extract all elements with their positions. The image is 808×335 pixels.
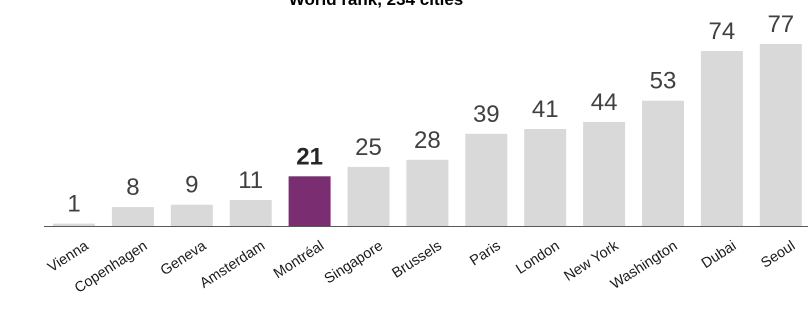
value-label-seoul: 77: [767, 11, 794, 38]
value-label-washington: 53: [650, 68, 677, 95]
bar-washington: [642, 100, 684, 226]
tick-label-dubai: Dubai: [699, 238, 739, 272]
bar-seoul: [759, 43, 802, 227]
bars-group: [53, 43, 802, 227]
value-labels-group: 1 8 9 11 21 25 28 39 41 44 53 74 77: [67, 11, 794, 218]
bar-paris: [465, 133, 508, 226]
value-label-paris: 39: [473, 101, 500, 128]
value-label-copenhagen: 8: [126, 174, 139, 201]
value-label-singapore: 25: [355, 134, 382, 161]
tick-label-singapore: Singapore: [322, 238, 386, 287]
tick-label-london: London: [513, 238, 562, 278]
tick-label-vienna: Vienna: [45, 237, 92, 275]
value-label-vienna: 1: [67, 191, 80, 218]
value-label-london: 41: [532, 96, 559, 123]
bar-dubai: [700, 51, 743, 226]
bar-vienna: [53, 223, 95, 226]
tick-label-montreal: Montréal: [271, 238, 327, 282]
bar-singapore: [347, 166, 390, 226]
value-label-new-york: 44: [591, 89, 618, 116]
value-label-dubai: 74: [709, 18, 736, 45]
tick-label-paris: Paris: [467, 238, 503, 269]
bar-new-york: [583, 121, 626, 226]
tick-label-seoul: Seoul: [758, 238, 798, 272]
chart-title: World rank, 234 cities: [289, 0, 463, 9]
value-label-geneva: 9: [185, 172, 198, 199]
bar-amsterdam: [229, 200, 272, 226]
tick-label-amsterdam: Amsterdam: [197, 238, 268, 292]
value-label-brussels: 28: [414, 127, 441, 154]
value-label-montreal: 21: [296, 143, 323, 170]
value-label-amsterdam: 11: [238, 167, 263, 194]
bar-london: [524, 129, 567, 226]
bar-brussels: [406, 159, 449, 226]
tick-label-brussels: Brussels: [389, 238, 444, 282]
bar-geneva: [170, 204, 213, 226]
bar-copenhagen: [111, 207, 154, 226]
bar-montreal: [288, 176, 331, 226]
tick-label-geneva: Geneva: [158, 237, 210, 279]
tick-label-washington: Washington: [608, 238, 680, 293]
